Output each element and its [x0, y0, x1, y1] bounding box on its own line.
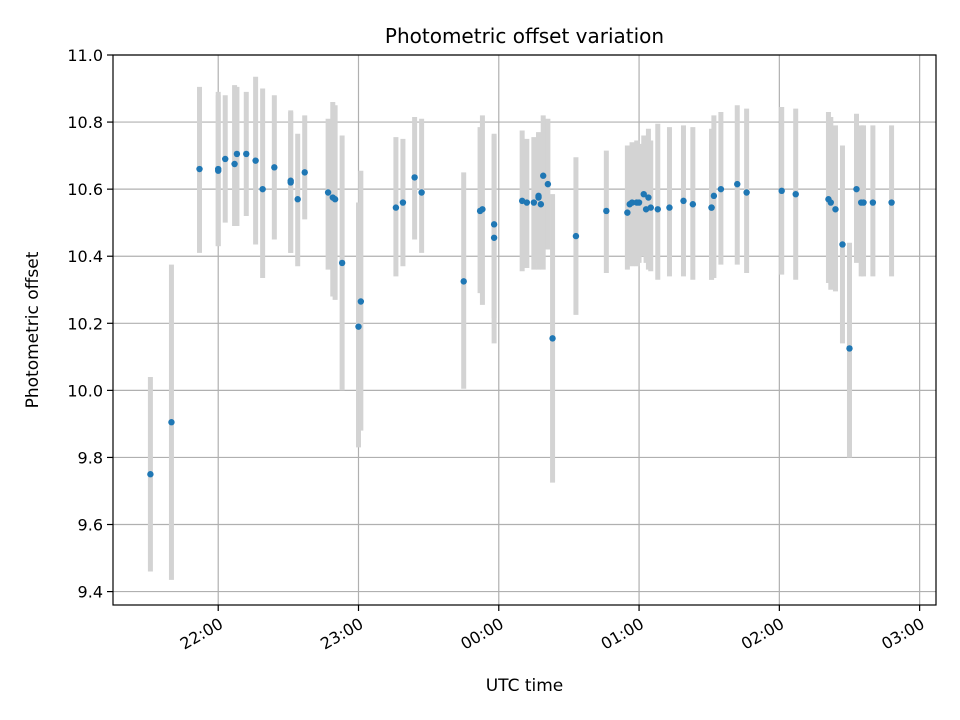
data-point	[355, 323, 362, 330]
data-point	[635, 199, 643, 206]
data-point	[460, 278, 467, 285]
data-point	[222, 155, 229, 163]
data-point	[537, 201, 545, 208]
data-point	[792, 190, 799, 198]
x-axis-label: UTC time	[486, 676, 564, 696]
x-tick-label: 00:00	[457, 614, 506, 654]
data-point	[853, 185, 860, 193]
data-point	[839, 241, 846, 248]
data-point	[544, 180, 552, 188]
x-tick-label: 01:00	[598, 614, 647, 654]
plot-frame	[112, 54, 937, 606]
y-tick-label: 9.6	[78, 516, 103, 535]
data-point	[231, 160, 238, 168]
data-point	[535, 194, 542, 201]
data-point	[549, 335, 556, 342]
data-point	[743, 189, 750, 196]
data-point	[645, 194, 652, 201]
data-point	[147, 471, 154, 478]
y-tick-label: 10.2	[67, 314, 103, 333]
data-point	[647, 204, 654, 211]
y-tick-label: 9.4	[78, 583, 103, 602]
x-tick-label: 23:00	[317, 614, 366, 654]
y-tick-label: 10.0	[67, 381, 103, 400]
data-point	[603, 207, 610, 215]
data-point	[530, 199, 538, 206]
x-tick-label: 22:00	[177, 614, 226, 654]
data-point	[680, 197, 687, 205]
data-point	[418, 189, 425, 196]
data-point	[689, 201, 697, 208]
data-point	[259, 185, 266, 193]
data-point	[654, 206, 661, 213]
x-tick-label: 03:00	[878, 614, 927, 654]
data-point	[399, 199, 407, 206]
error-bars	[147, 76, 895, 580]
data-point	[357, 298, 365, 305]
data-point	[252, 157, 259, 164]
data-point	[846, 345, 853, 352]
data-point	[215, 167, 222, 174]
data-point	[523, 199, 531, 206]
y-tick-label: 11.0	[67, 46, 103, 65]
data-point	[710, 192, 718, 200]
data-point	[860, 199, 867, 206]
data-point	[572, 232, 580, 240]
data-point	[301, 169, 308, 176]
data-point	[331, 196, 339, 203]
y-tick-label: 10.8	[67, 113, 103, 132]
data-point	[490, 221, 498, 228]
data-point	[392, 204, 400, 211]
data-point	[168, 419, 175, 426]
data-point	[624, 209, 631, 216]
data-point	[869, 199, 877, 206]
data-point	[827, 199, 834, 206]
data-point	[640, 190, 647, 198]
y-tick-label: 10.6	[67, 180, 103, 199]
data-point	[479, 206, 486, 213]
data-point	[338, 259, 346, 267]
data-point	[271, 164, 278, 171]
data-point	[233, 150, 241, 158]
data-point	[778, 187, 785, 195]
data-point	[628, 199, 636, 206]
data-points	[147, 150, 895, 478]
data-point	[196, 165, 203, 173]
x-tick-label: 02:00	[738, 614, 787, 654]
data-point	[708, 204, 715, 211]
data-point	[832, 206, 839, 213]
data-point	[666, 204, 673, 211]
data-point	[411, 174, 418, 181]
data-point	[540, 172, 547, 179]
x-axis-ticks: 22:00 23:00 00:00 01:00 02:00 03:00	[177, 605, 928, 654]
data-point	[243, 150, 250, 158]
y-axis-ticks: 9.4 9.6 9.8 10.0 10.2 10.4 10.6 10.8 11.0	[67, 46, 113, 602]
y-tick-label: 10.4	[67, 247, 103, 266]
data-point	[717, 185, 725, 193]
data-point	[287, 177, 294, 184]
data-point	[734, 180, 741, 188]
chart-title: Photometric offset variation	[385, 24, 664, 48]
data-point	[294, 196, 301, 203]
data-point	[888, 199, 895, 206]
y-axis-label: Photometric offset	[23, 251, 43, 408]
y-tick-label: 9.8	[78, 448, 103, 467]
data-point	[324, 189, 332, 196]
data-point	[490, 234, 498, 241]
